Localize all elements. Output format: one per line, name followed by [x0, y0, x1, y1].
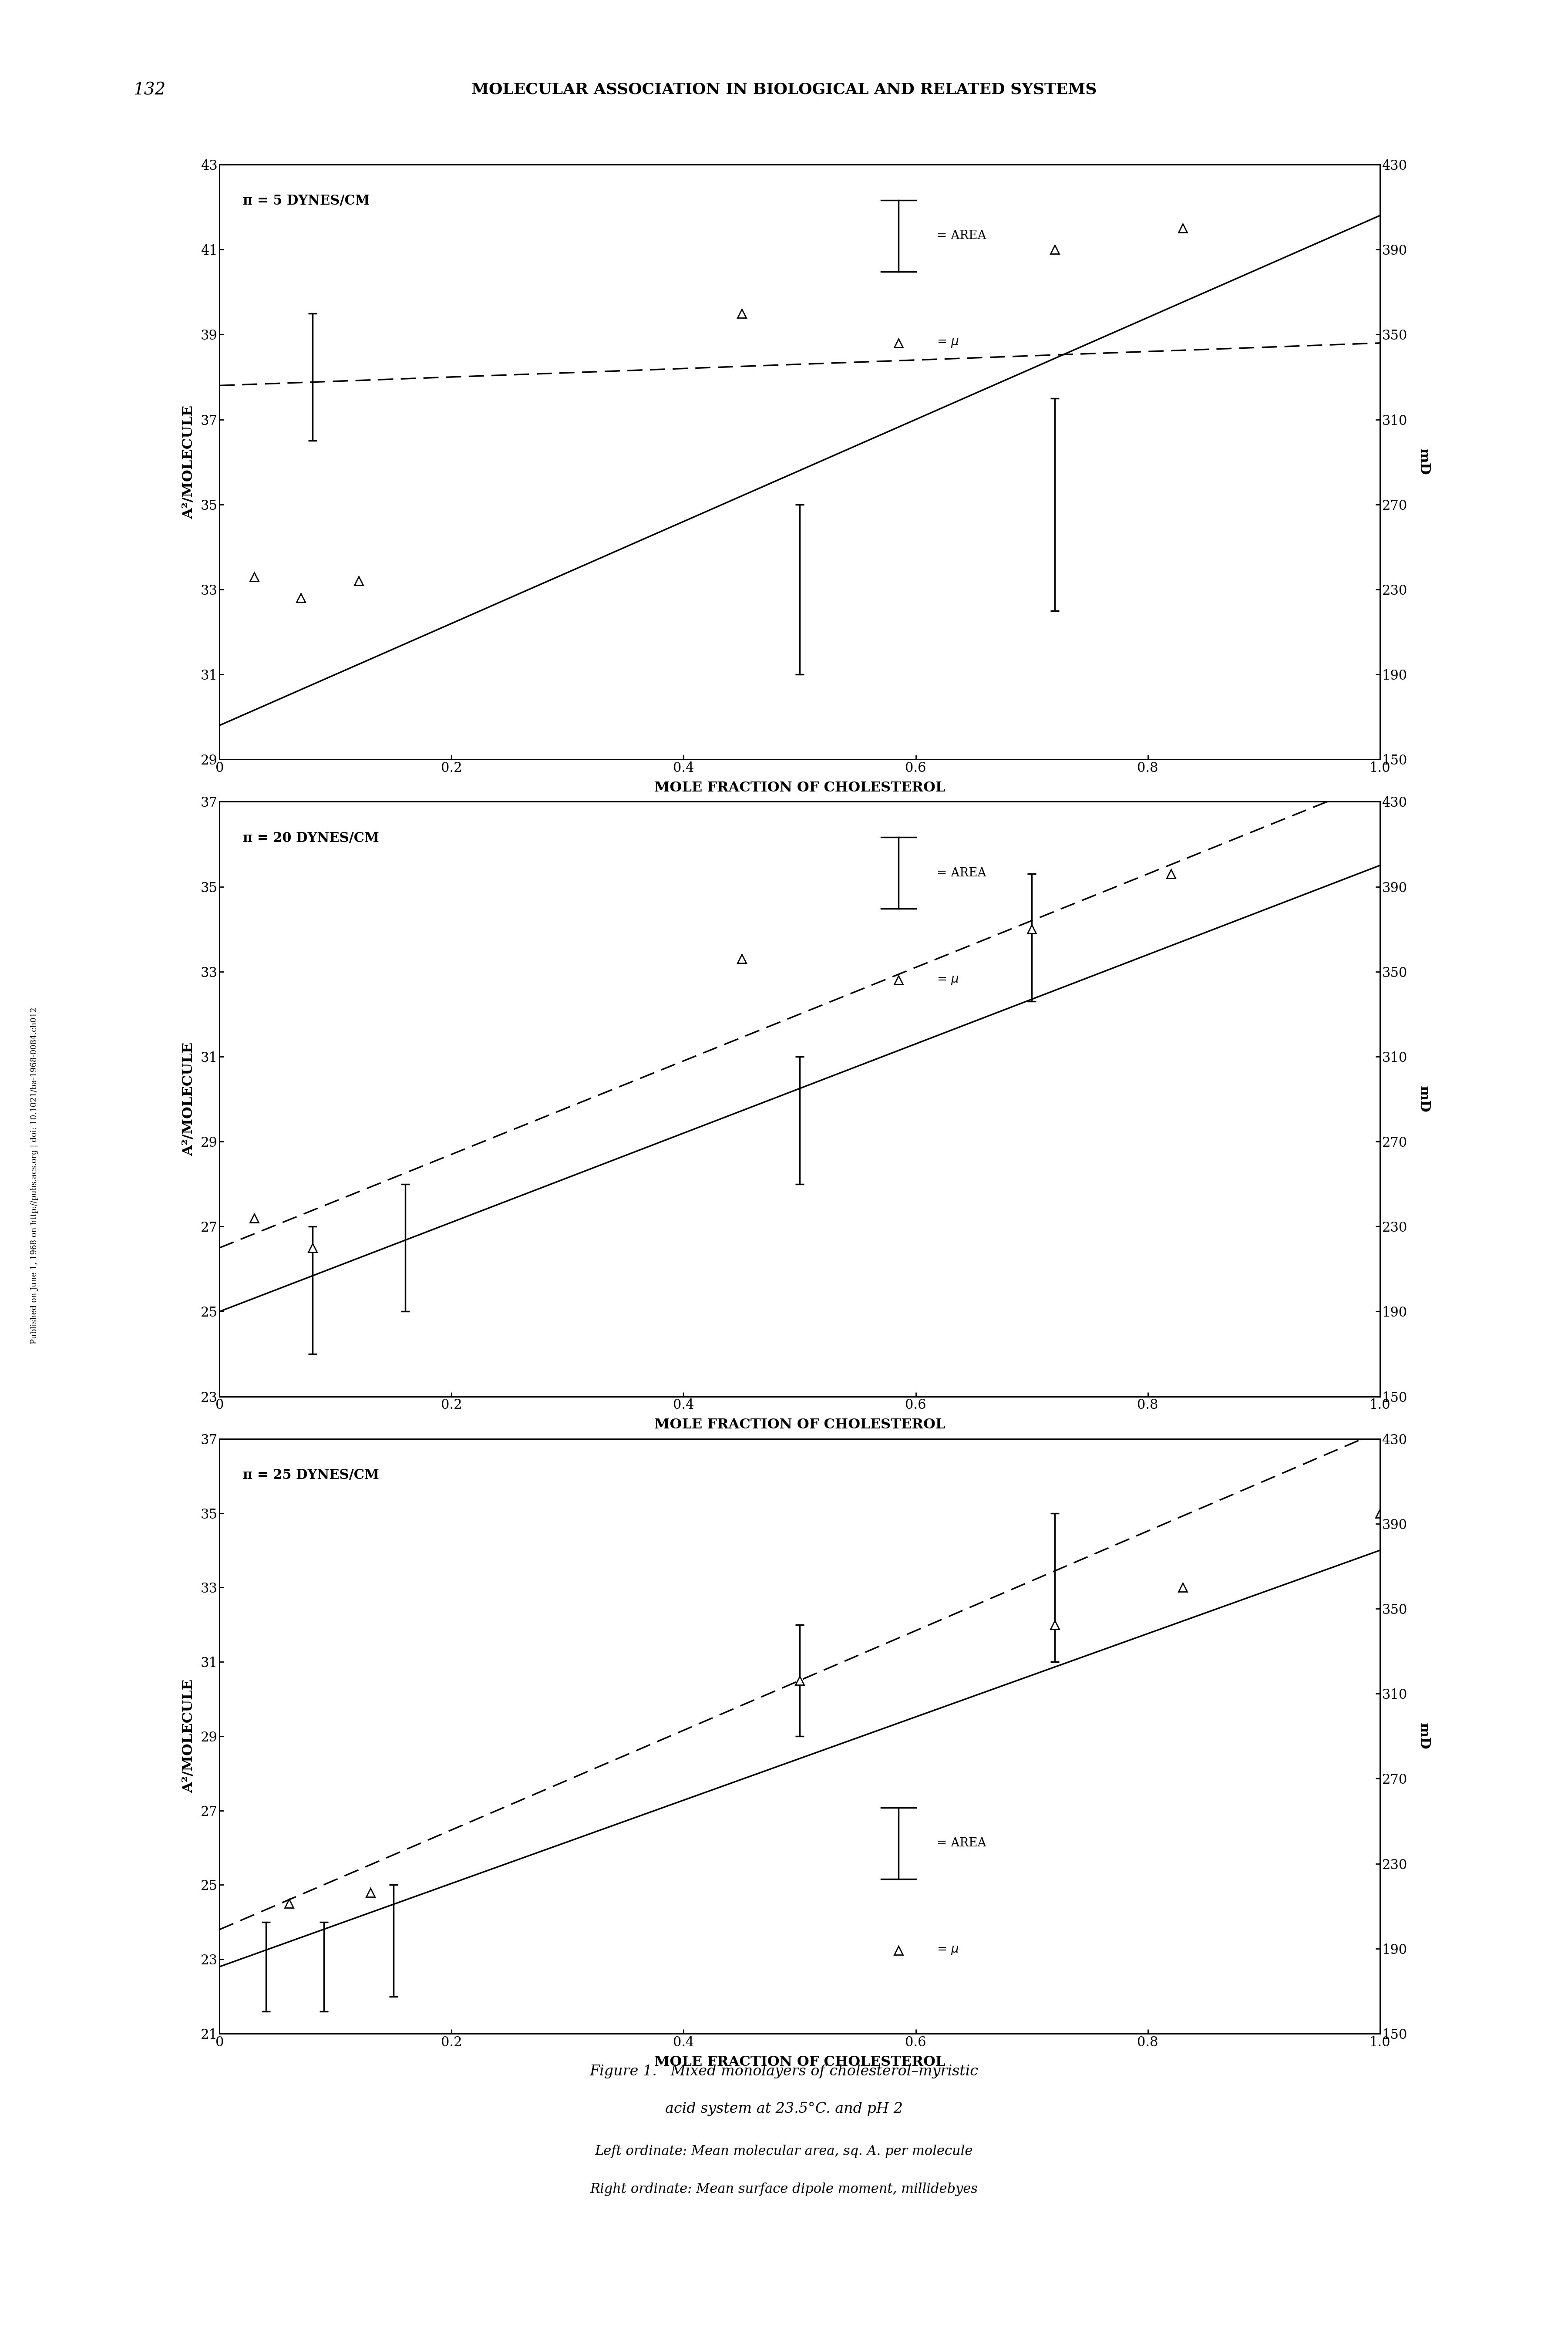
- Text: = $\mu$: = $\mu$: [936, 973, 958, 985]
- Y-axis label: A²/MOLECULE: A²/MOLECULE: [182, 404, 196, 520]
- Text: Left ordinate: Mean molecular area, sq. A. per molecule: Left ordinate: Mean molecular area, sq. …: [594, 2144, 974, 2158]
- Text: = $\mu$: = $\mu$: [936, 336, 958, 348]
- X-axis label: MOLE FRACTION OF CHOLESTEROL: MOLE FRACTION OF CHOLESTEROL: [654, 2055, 946, 2069]
- Text: acid system at 23.5°C. and pH 2: acid system at 23.5°C. and pH 2: [665, 2102, 903, 2116]
- Text: 132: 132: [133, 82, 166, 99]
- Y-axis label: A²/MOLECULE: A²/MOLECULE: [182, 1041, 196, 1157]
- Y-axis label: mD: mD: [1417, 449, 1430, 475]
- Text: Published on June 1, 1968 on http://pubs.acs.org | doi: 10.1021/ba-1968-0084.ch0: Published on June 1, 1968 on http://pubs…: [30, 1006, 39, 1345]
- Text: = $\mu$: = $\mu$: [936, 1944, 958, 1956]
- Text: = AREA: = AREA: [936, 1838, 986, 1850]
- Text: = AREA: = AREA: [936, 868, 986, 879]
- X-axis label: MOLE FRACTION OF CHOLESTEROL: MOLE FRACTION OF CHOLESTEROL: [654, 1418, 946, 1432]
- Text: MOLECULAR ASSOCIATION IN BIOLOGICAL AND RELATED SYSTEMS: MOLECULAR ASSOCIATION IN BIOLOGICAL AND …: [472, 82, 1096, 96]
- Text: π = 25 DYNES/CM: π = 25 DYNES/CM: [243, 1469, 379, 1481]
- Y-axis label: mD: mD: [1417, 1723, 1430, 1749]
- X-axis label: MOLE FRACTION OF CHOLESTEROL: MOLE FRACTION OF CHOLESTEROL: [654, 781, 946, 795]
- Y-axis label: mD: mD: [1417, 1086, 1430, 1112]
- Text: Figure 1.   Mixed monolayers of cholesterol–myristic: Figure 1. Mixed monolayers of cholestero…: [590, 2064, 978, 2078]
- Text: Right ordinate: Mean surface dipole moment, millidebyes: Right ordinate: Mean surface dipole mome…: [590, 2182, 978, 2196]
- Text: π = 5 DYNES/CM: π = 5 DYNES/CM: [243, 195, 370, 207]
- Y-axis label: A²/MOLECULE: A²/MOLECULE: [182, 1679, 196, 1794]
- Text: = AREA: = AREA: [936, 230, 986, 242]
- Text: π = 20 DYNES/CM: π = 20 DYNES/CM: [243, 832, 379, 844]
